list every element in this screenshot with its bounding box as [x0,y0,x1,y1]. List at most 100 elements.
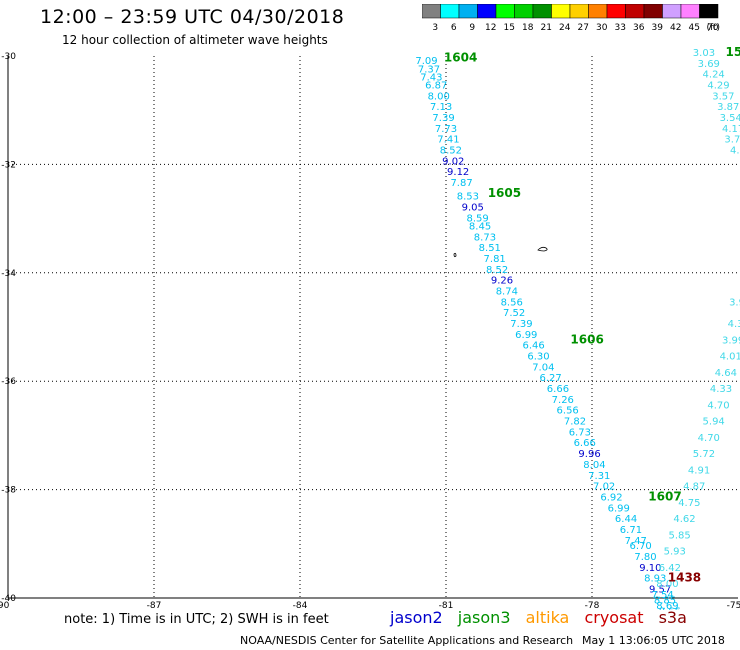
data-point-label: 5.72 [693,449,715,460]
data-point-label: 7.81 [484,254,506,265]
y-tick-label: -38 [1,486,16,496]
data-point-label: 8.00 [656,579,678,590]
data-point-label: 7.54 [651,590,673,601]
pass-time-label: 1606 [570,332,603,346]
colorbar-tick-label: 15 [504,23,515,33]
data-point-label: 8.45 [469,221,491,232]
data-point-label: 8.73 [474,232,496,243]
data-point-label: 4.64 [715,368,737,379]
y-tick-label: -30 [1,52,16,62]
data-point-label: 8.56 [501,297,523,308]
satellite-legend-s3a: s3a [658,608,687,627]
pass-time-label: 1604 [444,50,477,64]
colorbar-tick-label: 21 [541,23,552,33]
data-point-label: 8.00 [428,91,450,102]
data-point-label: 4.17 [722,124,740,135]
data-point-label: 6.99 [608,503,630,514]
x-tick-label: -84 [293,601,308,610]
data-point-label: 4.62 [673,514,695,525]
data-point-label: 8.04 [583,460,605,471]
x-tick-label: -75 [727,601,740,610]
data-point-label: 9.05 [462,202,484,213]
data-point-label: 6.92 [600,492,622,503]
footer-timestamp: May 1 13:06:05 UTC 2018 [582,634,725,647]
colorbar-swatch [699,4,719,19]
chart-subtitle: 12 hour collection of altimeter wave hei… [62,33,328,47]
data-point-label: 7.41 [437,135,459,146]
data-point-label: 4.70 [698,433,720,444]
data-point-label: 8.85 [654,595,676,606]
pass-time-label: 150 [725,45,740,59]
data-point-label: 4.75 [678,498,700,509]
data-point-label: 8.52 [486,265,508,276]
data-point-label: 6.71 [620,525,642,536]
data-point-label: 8.74 [496,286,518,297]
data-point-label: 4.87 [683,482,705,493]
data-point-label: 8.66 [659,606,681,610]
data-point-label: 9.12 [447,167,469,178]
color-scale-legend: 3 6 9 12 15 18 21 24 27 30 33 36 39 42 45 70(ft) [422,4,720,33]
data-point-label: 6.66 [547,384,569,395]
data-point-label: 8.51 [479,243,501,254]
colorbar-tick-label: 27 [578,23,589,33]
satellite-legend: jason2 jason3 altika cryosat s3a [390,608,697,627]
data-point-label: 3.9 [729,297,740,308]
y-tick-label: -36 [1,377,16,387]
colorbar-tick-label: 36 [633,23,645,33]
data-point-label: 6.66 [574,438,596,449]
pass-time-label: 1438 [668,571,701,585]
data-point-label: 7.87 [450,178,472,189]
data-point-label: 7.43 [420,72,442,83]
data-point-label: 9.26 [491,276,513,287]
data-point-label: 5.94 [703,417,725,428]
data-point-label: 6.46 [522,341,544,352]
pass-time-label: 1605 [488,186,521,200]
colorbar-tick-label: 18 [522,23,534,33]
colorbar-tick-label: 24 [559,23,571,33]
data-point-label: 8.69 [656,601,678,610]
x-tick-label: -90 [0,601,10,610]
data-point-label: 4.3 [728,319,740,330]
data-point-label: 8.53 [457,192,479,203]
data-point-label: 3.99 [722,335,740,346]
x-tick-label: -87 [147,601,162,610]
data-point-label: 3.54 [720,113,740,124]
colorbar-tick-label: 39 [652,23,664,33]
data-point-label: 6.73 [569,427,591,438]
footer-credit: NOAA/NESDIS Center for Satellite Applica… [240,634,574,647]
data-point-label: 9.96 [578,449,600,460]
data-point-label: 4.24 [703,70,725,81]
colorbar-tick-label: 12 [485,23,496,33]
data-point-label: 3.87 [717,102,739,113]
data-point-label: 3.03 [693,48,715,59]
data-point-label: 6.27 [540,373,562,384]
data-point-label: 8.93 [644,574,666,585]
data-point-label: 6.56 [557,406,579,417]
data-point-label: 7.37 [418,64,440,75]
chart-title: 12:00 – 23:59 UTC 04/30/2018 [40,6,345,28]
colorbar-tick-label: 3 [432,23,438,33]
colorbar-tick-label: 33 [615,23,626,33]
data-point-label: 7.04 [532,362,554,373]
data-point-label: 3.79 [724,135,740,146]
data-point-label: 7.09 [415,56,437,67]
colorbar-tick-label: 6 [451,23,457,33]
data-point-label: 4.70 [707,400,729,411]
colorbar-unit-label: (ft) [706,23,720,33]
colorbar-tick-label: 42 [670,23,681,33]
satellite-legend-altika: altika [525,608,570,627]
data-point-label: 7.02 [593,482,615,493]
y-tick-label: -40 [1,594,16,604]
data-point-label: 5.93 [664,547,686,558]
data-point-label: 4.01 [720,352,740,363]
note-text: note: 1) Time is in UTC; 2) SWH is in fe… [64,612,329,627]
data-point-label: 8.52 [440,146,462,157]
data-point-label: 4.29 [707,81,729,92]
data-point-label: 7.80 [634,552,656,563]
data-point-label: 9.02 [442,156,464,167]
data-point-label: 7.39 [510,319,532,330]
data-point-label: 7.31 [588,471,610,482]
data-point-label: 7.13 [430,102,452,113]
data-point-label: 6.70 [630,541,652,552]
data-point-label: 7.26 [552,395,574,406]
